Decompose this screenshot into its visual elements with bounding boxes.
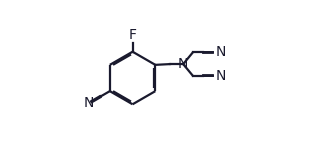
Text: N: N	[178, 57, 188, 71]
Text: N: N	[215, 69, 226, 83]
Text: N: N	[215, 46, 226, 59]
Text: N: N	[84, 96, 94, 110]
Text: F: F	[129, 28, 137, 42]
